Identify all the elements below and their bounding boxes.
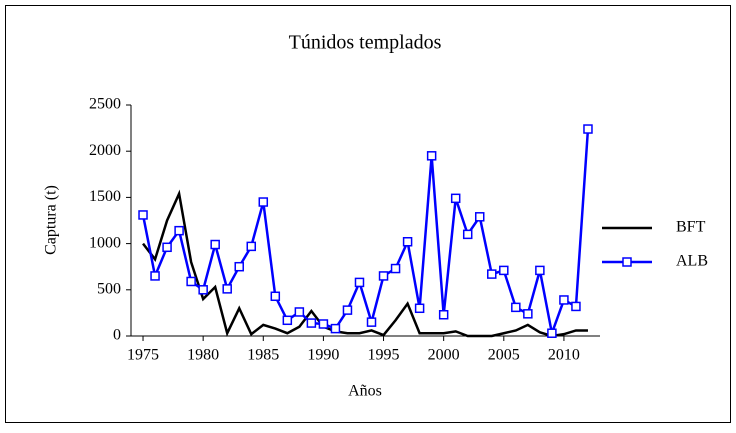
data-marker	[270, 291, 281, 302]
x-tick-label: 2000	[428, 347, 460, 364]
data-marker	[186, 276, 196, 287]
data-marker	[342, 305, 353, 315]
legend-label: BFT	[676, 219, 706, 236]
chart-border	[5, 5, 731, 423]
data-marker	[559, 295, 569, 305]
data-marker	[474, 212, 485, 222]
x-axis-title: Años	[348, 383, 382, 400]
x-tick-label: 2005	[488, 347, 520, 364]
data-marker	[318, 319, 329, 329]
data-marker	[198, 285, 208, 295]
legend-marker	[622, 257, 632, 267]
data-marker	[378, 271, 389, 281]
x-tick-label: 2010	[548, 347, 580, 364]
data-marker	[571, 301, 581, 312]
y-axis-title: Captura (t)	[43, 185, 60, 255]
data-marker	[535, 265, 545, 276]
data-marker	[162, 242, 172, 253]
data-marker	[487, 269, 497, 279]
data-marker	[366, 317, 377, 327]
data-marker	[414, 303, 425, 314]
y-tick-label: 2000	[89, 142, 121, 159]
y-tick-label: 0	[113, 327, 121, 344]
data-marker	[462, 229, 473, 240]
series-line	[141, 128, 590, 338]
x-tick-label: 1990	[307, 347, 339, 364]
y-tick-label: 1500	[89, 188, 121, 205]
data-marker	[306, 318, 317, 328]
data-marker	[354, 277, 365, 288]
data-marker	[294, 307, 305, 317]
data-marker	[258, 197, 269, 207]
legend-label: ALB	[676, 253, 708, 270]
x-tick-label: 1980	[187, 347, 219, 364]
data-marker	[138, 210, 148, 220]
x-tick-label: 1995	[368, 347, 400, 364]
data-marker	[438, 309, 449, 320]
data-marker	[547, 328, 557, 338]
y-tick-label: 2500	[89, 96, 121, 113]
data-marker	[174, 225, 184, 236]
data-marker	[234, 261, 244, 272]
data-marker	[330, 323, 341, 334]
data-marker	[210, 239, 220, 250]
x-tick-label: 1975	[127, 347, 159, 364]
y-tick-label: 1000	[89, 234, 121, 251]
data-marker	[150, 271, 160, 281]
y-tick-label: 500	[97, 280, 121, 297]
data-marker	[499, 265, 509, 276]
data-marker	[426, 151, 437, 161]
data-marker	[246, 241, 257, 252]
data-marker	[511, 302, 521, 313]
data-marker	[583, 124, 593, 134]
data-marker	[402, 237, 413, 247]
data-marker	[222, 284, 232, 294]
data-marker	[450, 193, 461, 204]
chart-title: Túnidos templados	[289, 32, 442, 54]
data-marker	[390, 263, 401, 274]
series-line	[142, 189, 588, 338]
x-tick-label: 1985	[247, 347, 279, 364]
data-marker	[523, 309, 533, 319]
data-marker	[282, 315, 293, 326]
